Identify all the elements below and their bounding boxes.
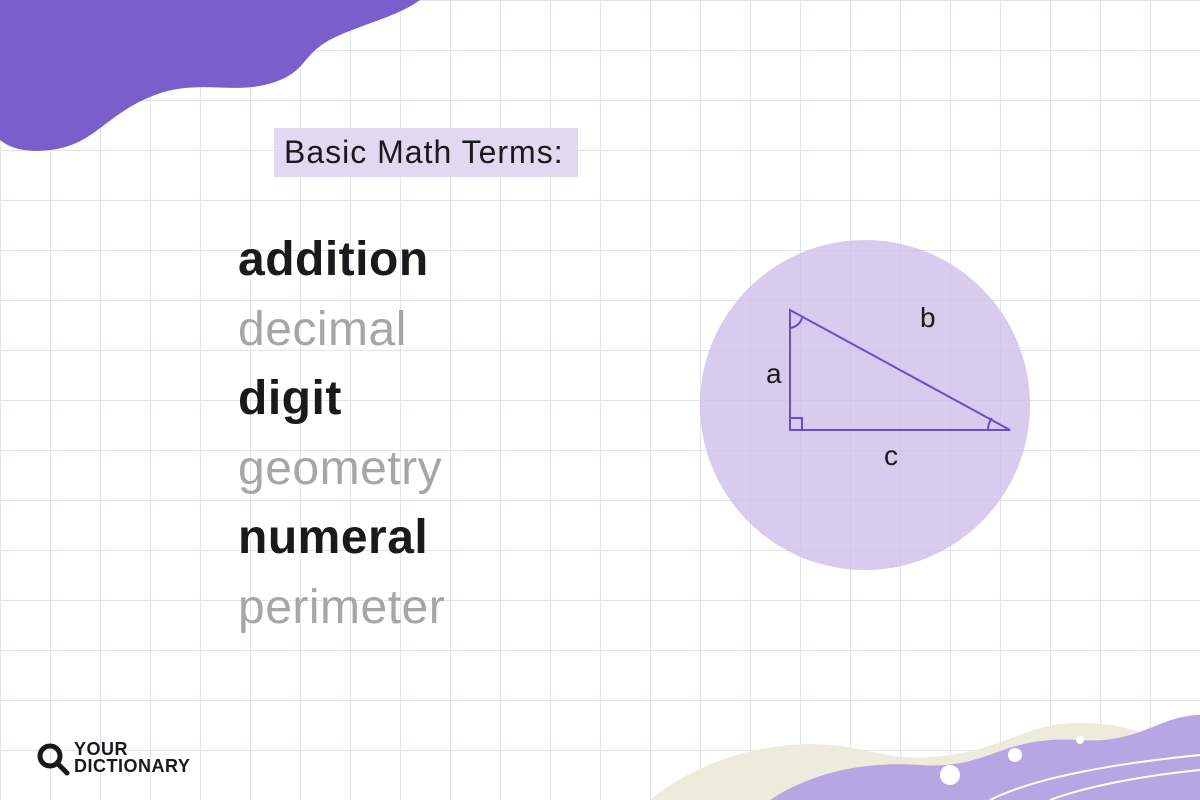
- title-wrap: Basic Math Terms:: [274, 128, 578, 177]
- logo: YOUR DICTIONARY: [34, 740, 190, 776]
- terms-list: addition decimal digit geometry numeral …: [238, 225, 445, 643]
- blob-dot: [940, 765, 960, 785]
- blob-bottom-right: [650, 580, 1200, 800]
- page-title: Basic Math Terms:: [274, 128, 578, 177]
- blob-dot: [1076, 736, 1084, 744]
- term-geometry: geometry: [238, 434, 445, 504]
- blob-dot: [1008, 748, 1022, 762]
- right-angle-marker: [790, 418, 802, 430]
- triangle-label-a: a: [766, 358, 782, 390]
- top-angle-arc: [790, 318, 802, 328]
- right-angle-arc: [988, 418, 992, 430]
- triangle-label-b: b: [920, 302, 936, 334]
- term-decimal: decimal: [238, 295, 445, 365]
- triangle-label-c: c: [884, 440, 898, 472]
- logo-line2: DICTIONARY: [74, 758, 190, 775]
- infographic-container: Basic Math Terms: addition decimal digit…: [0, 0, 1200, 800]
- term-digit: digit: [238, 364, 445, 434]
- term-perimeter: perimeter: [238, 573, 445, 643]
- logo-icon: [34, 740, 70, 776]
- term-addition: addition: [238, 225, 445, 295]
- term-numeral: numeral: [238, 503, 445, 573]
- triangle-shape: [790, 310, 1010, 430]
- logo-text: YOUR DICTIONARY: [74, 741, 190, 774]
